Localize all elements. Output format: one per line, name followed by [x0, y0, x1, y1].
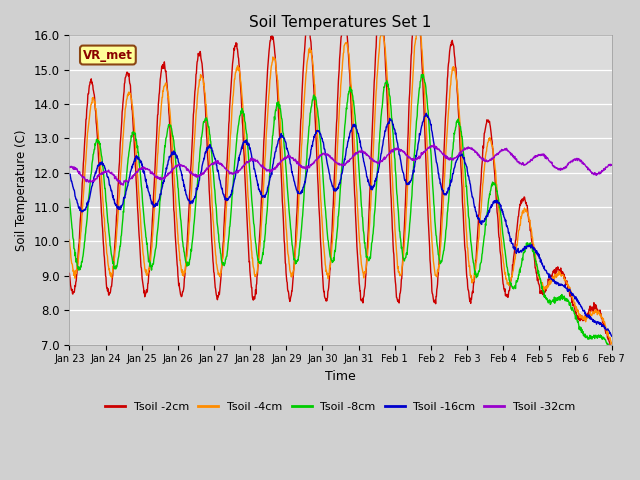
Tsoil -32cm — [608, 162, 616, 168]
Tsoil -8cm — [173, 172, 180, 178]
Tsoil -8cm — [247, 179, 255, 185]
Tsoil -32cm — [186, 170, 194, 176]
Title: Soil Temperatures Set 1: Soil Temperatures Set 1 — [250, 15, 432, 30]
Line: Tsoil -2cm: Tsoil -2cm — [69, 0, 612, 351]
Tsoil -2cm — [425, 230, 433, 236]
Tsoil -8cm — [608, 352, 616, 358]
Tsoil -8cm — [496, 205, 504, 211]
Line: Tsoil -4cm: Tsoil -4cm — [69, 24, 612, 344]
Tsoil -32cm — [65, 164, 73, 170]
Tsoil -16cm — [186, 201, 194, 206]
Tsoil -4cm — [608, 340, 616, 346]
Tsoil -2cm — [608, 348, 616, 354]
Tsoil -4cm — [425, 180, 433, 186]
Tsoil -2cm — [186, 185, 194, 191]
Tsoil -16cm — [422, 110, 430, 116]
Tsoil -4cm — [65, 237, 73, 243]
Tsoil -8cm — [186, 256, 194, 262]
Y-axis label: Soil Temperature (C): Soil Temperature (C) — [15, 129, 28, 251]
Tsoil -4cm — [415, 21, 423, 27]
Line: Tsoil -32cm: Tsoil -32cm — [69, 144, 612, 185]
Tsoil -4cm — [173, 217, 180, 223]
Tsoil -4cm — [496, 217, 504, 223]
Tsoil -4cm — [544, 285, 552, 290]
Tsoil -16cm — [247, 148, 255, 154]
Tsoil -32cm — [430, 142, 438, 147]
Tsoil -16cm — [544, 271, 552, 276]
Tsoil -16cm — [65, 172, 73, 178]
Tsoil -8cm — [65, 196, 73, 202]
Tsoil -16cm — [496, 202, 504, 207]
Tsoil -2cm — [247, 277, 255, 283]
Tsoil -16cm — [425, 116, 433, 122]
Tsoil -32cm — [173, 164, 181, 170]
Tsoil -32cm — [496, 149, 504, 155]
Tsoil -16cm — [608, 333, 616, 339]
Tsoil -4cm — [186, 213, 194, 219]
Tsoil -16cm — [173, 153, 180, 158]
Tsoil -8cm — [419, 72, 427, 77]
Tsoil -8cm — [544, 298, 552, 304]
Line: Tsoil -8cm: Tsoil -8cm — [69, 74, 612, 355]
Tsoil -32cm — [425, 144, 433, 150]
Tsoil -32cm — [247, 155, 255, 161]
Tsoil -32cm — [120, 182, 127, 188]
Tsoil -2cm — [65, 270, 73, 276]
Tsoil -8cm — [425, 120, 433, 125]
Tsoil -2cm — [173, 256, 180, 262]
Tsoil -4cm — [247, 236, 255, 241]
X-axis label: Time: Time — [325, 370, 356, 383]
Line: Tsoil -16cm: Tsoil -16cm — [69, 113, 612, 336]
Tsoil -2cm — [544, 282, 552, 288]
Tsoil -4cm — [607, 341, 615, 347]
Legend: Tsoil -2cm, Tsoil -4cm, Tsoil -8cm, Tsoil -16cm, Tsoil -32cm: Tsoil -2cm, Tsoil -4cm, Tsoil -8cm, Tsoi… — [101, 397, 580, 416]
Text: VR_met: VR_met — [83, 48, 133, 61]
Tsoil -32cm — [544, 156, 552, 161]
Tsoil -2cm — [496, 242, 504, 248]
